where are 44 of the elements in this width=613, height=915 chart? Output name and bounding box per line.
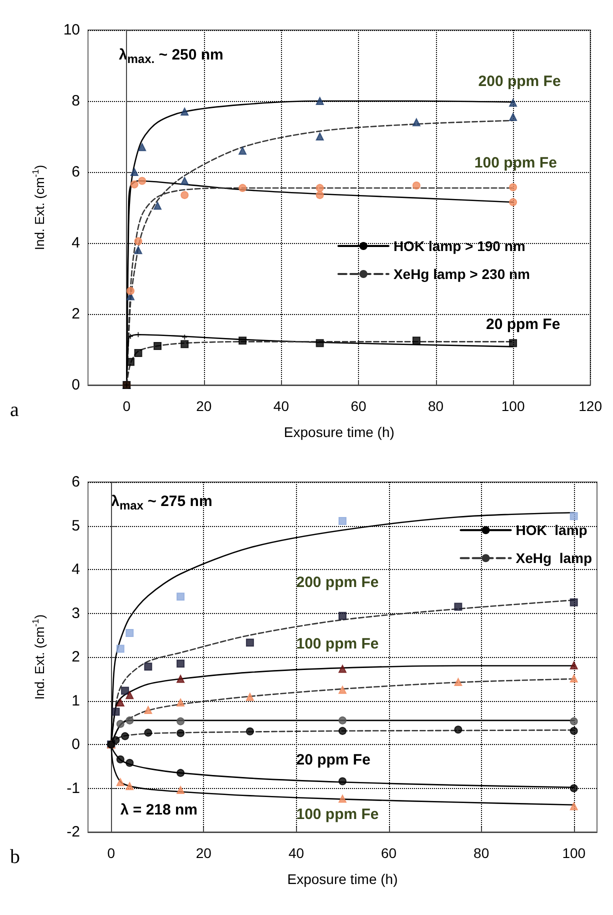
x-tick-label: 40 xyxy=(288,845,304,861)
annotation: 200 ppm Fe xyxy=(478,72,561,90)
x-tick-label: 120 xyxy=(578,398,602,414)
y-tick-label: -1 xyxy=(66,780,80,797)
y-tick-label: 3 xyxy=(72,604,80,622)
legend-label: XeHg lamp > 230 nm xyxy=(393,266,530,282)
y-tick-label: 2 xyxy=(72,306,80,322)
annotation: 20 ppm Fe xyxy=(486,316,560,334)
annotation: 100 ppm Fe xyxy=(474,154,557,172)
x-axis-title: Exposure time (h) xyxy=(284,424,394,440)
y-tick-label: 5 xyxy=(72,517,80,534)
y-tick-label: 4 xyxy=(72,234,80,252)
annotation: 200 ppm Fe xyxy=(296,574,379,592)
x-axis-title: Exposure time (h) xyxy=(287,871,398,887)
x-tick-label: 80 xyxy=(428,398,444,414)
y-tick-label: -2 xyxy=(66,824,80,840)
y-tick-label: 4 xyxy=(72,561,80,578)
y-axis-title: Ind. Ext. (cm-1) xyxy=(30,614,47,700)
legend-label: XeHg lamp xyxy=(516,550,592,566)
x-tick-label: 0 xyxy=(107,845,116,861)
x-tick-label: 60 xyxy=(380,845,397,861)
x-tick-label: 20 xyxy=(196,398,212,414)
y-tick-label: 8 xyxy=(72,92,80,110)
y-tick-label: 1 xyxy=(72,692,80,710)
annotation: 100 ppm Fe xyxy=(296,806,379,823)
y-tick-label: 10 xyxy=(63,22,80,38)
x-tick-label: 20 xyxy=(196,845,212,861)
y-tick-label: 2 xyxy=(72,648,80,666)
y-axis-title: Ind. Ext. (cm-1) xyxy=(30,164,47,250)
annotation: 100 ppm Fe xyxy=(296,635,379,652)
text: b xyxy=(10,846,20,868)
annotation: λ = 218 nm xyxy=(120,802,198,819)
y-tick-label: 6 xyxy=(72,164,80,180)
x-tick-label: 60 xyxy=(350,398,366,414)
y-tick-label: 0 xyxy=(72,736,80,753)
x-tick-label: 40 xyxy=(273,398,290,414)
x-tick-label: 100 xyxy=(501,398,525,414)
x-tick-label: 80 xyxy=(474,845,490,861)
x-tick-label: 0 xyxy=(122,398,131,414)
annotation: 20 ppm Fe xyxy=(296,751,370,768)
text: a xyxy=(10,399,19,421)
y-tick-label: 0 xyxy=(72,376,80,394)
y-tick-label: 6 xyxy=(72,474,80,490)
x-tick-label: 100 xyxy=(562,845,586,861)
